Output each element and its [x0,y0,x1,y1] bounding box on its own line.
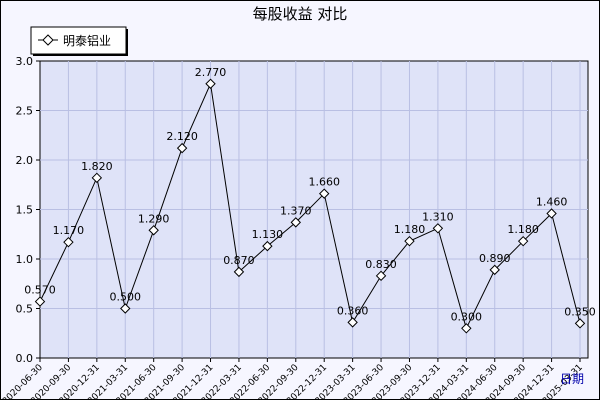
y-axis: 0.0 0.5 1.0 1.5 2.0 2.5 3.0 [16,55,40,365]
data-point [34,296,46,307]
data-labels: 0.570 1.170 1.820 0.500 1.290 2.120 2.770 0.870… [24,66,596,324]
series-line-mingtai [39,82,581,330]
data-point [517,235,529,247]
data-label: 0.890 [479,252,511,265]
data-point [461,323,472,334]
data-label: 2.770 [195,66,227,79]
data-point [148,225,159,236]
data-label: 2.120 [166,130,198,143]
y-tick-label: 1.5 [16,204,34,217]
legend-entry: 明泰铝业 [63,33,111,48]
data-label: 0.300 [451,310,483,323]
data-point [347,317,358,328]
data-point [546,208,557,219]
data-label: 1.310 [422,210,454,223]
data-label: 0.350 [564,305,596,318]
y-tick-label: 2.0 [16,154,34,167]
data-label: 0.500 [110,291,142,304]
data-label: 1.660 [308,176,340,189]
x-axis: 2020-06-302020-09-302020-12-312021-03-31… [1,358,585,400]
data-label: 0.360 [337,304,369,317]
data-point [176,142,188,154]
data-point [489,264,500,276]
legend: 明泰铝业 [30,26,128,56]
data-label: 0.870 [223,254,255,267]
data-point [319,188,330,199]
data-point [205,78,216,89]
data-point [91,172,103,184]
data-point [290,217,301,228]
data-label: 1.290 [138,212,170,225]
data-point [120,303,131,314]
y-tick-label: 0.0 [16,352,34,365]
grid-lines [40,61,588,358]
data-points [34,78,586,334]
x-axis-date-label: 日期 [560,372,584,386]
data-label: 1.180 [394,223,426,236]
data-label: 1.370 [280,204,312,217]
y-tick-label: 1.0 [16,253,34,266]
data-point [432,223,444,234]
data-label: 0.830 [365,258,397,271]
y-tick-label: 2.5 [16,105,34,118]
data-point [233,266,245,278]
y-tick-label: 0.5 [16,303,34,316]
y-tick-label: 3.0 [16,55,34,68]
data-label: 1.130 [252,228,284,241]
data-label: 1.170 [53,224,85,237]
data-point [63,236,74,248]
chart-title: 每股收益 对比 [253,5,348,23]
data-label: 1.460 [536,195,568,208]
data-point [262,240,273,252]
legend-marker-icon [42,34,54,46]
data-point [574,318,586,329]
data-label: 1.820 [81,160,113,173]
data-point [404,235,415,247]
data-label: 0.570 [24,284,56,297]
data-label: 1.180 [507,223,539,236]
data-point [375,270,387,282]
